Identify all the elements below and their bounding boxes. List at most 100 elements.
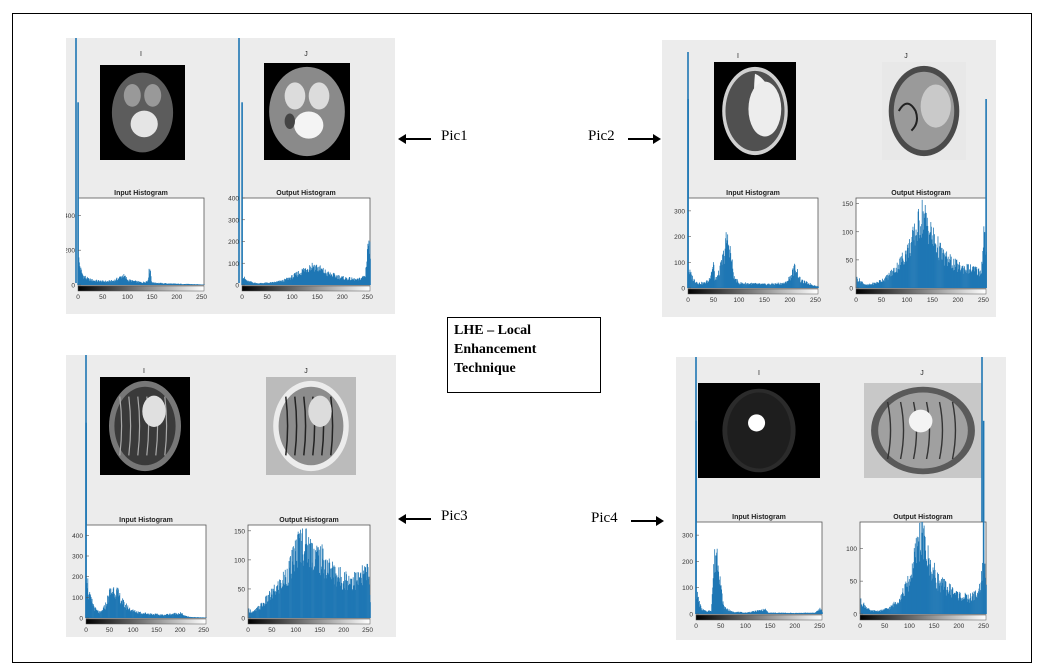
pic2-input-bar	[698, 284, 699, 288]
pic4-input-bar	[705, 610, 707, 614]
pic3-input-bar	[89, 596, 91, 618]
pic4-input-bar	[791, 613, 793, 614]
pic3-output-bar	[268, 600, 270, 618]
pic2-output-bar	[882, 278, 883, 288]
pic2-input-bar	[740, 284, 741, 288]
pic1-input-bar	[121, 276, 123, 285]
pic2-output-bar	[953, 258, 955, 288]
pic3-input-bar	[181, 613, 183, 618]
pic1-input-bar	[122, 277, 124, 285]
pic3-output-bar	[312, 543, 313, 618]
pic2-input-plot-area	[687, 197, 819, 289]
pic2-input-bar	[718, 270, 719, 288]
pic2-output-bar	[976, 267, 978, 288]
pic2-input-bar	[719, 276, 720, 288]
pic4-output-bar	[909, 575, 911, 614]
pic2-input-bar	[730, 261, 732, 288]
pic4-output-bar	[878, 610, 880, 614]
pic4-input-bar	[803, 613, 805, 614]
pic1-input-bar	[124, 276, 126, 285]
pic1-output-bar	[289, 278, 290, 285]
pic1-output-bar	[265, 283, 266, 285]
pic3-input-bar	[123, 601, 125, 618]
pic2-input-bar	[725, 238, 727, 288]
pic4-output-bar	[956, 591, 958, 614]
pic1-input-bar	[125, 278, 127, 285]
pic4-input-bar	[699, 606, 701, 614]
pic3-output-bar	[370, 602, 371, 618]
pic1-input-bar	[107, 281, 109, 285]
pic2-input-bar	[813, 285, 815, 288]
pic1-input-bar	[137, 282, 139, 285]
pic4-input-bar	[736, 612, 737, 614]
pic1-input-bar	[122, 277, 124, 285]
pic3-input-bar	[150, 613, 151, 618]
pic3-output-bar	[346, 580, 348, 618]
pic3-output-bar	[358, 572, 359, 618]
pic4-input-bar	[739, 611, 741, 614]
pic3-input-bar	[102, 609, 103, 618]
pic2-input-bar	[786, 281, 788, 288]
pic2-input-bar	[704, 283, 706, 288]
pic4-output-bar	[932, 567, 934, 614]
pic3-output-bar	[339, 581, 341, 618]
pic3-output-bar	[285, 577, 287, 618]
pic1-output-bar	[290, 277, 292, 285]
pic4-input-bar	[749, 611, 751, 614]
pic1-output-bar	[340, 277, 342, 285]
pic4-output-bar	[862, 603, 864, 614]
pic1-output-bar	[257, 283, 258, 285]
pic4-input-bar	[705, 611, 707, 614]
pic3-output-bar	[357, 572, 359, 618]
pic4-input-ytick-label: 300	[682, 533, 693, 540]
pic4-output-bar	[972, 592, 973, 614]
pic2-input-bar	[735, 282, 737, 288]
pic1-input-bar	[176, 283, 178, 285]
pic2-label: Pic2	[588, 128, 615, 144]
pic4-output-bar	[980, 590, 981, 614]
pic3-output-bar	[347, 585, 349, 618]
pic2-output-bar	[914, 223, 915, 288]
pic2-input-bar	[761, 284, 763, 288]
pic2-output-bar	[897, 269, 899, 288]
pic4-input-bar	[727, 610, 729, 614]
pic4-input-bar	[796, 612, 798, 614]
pic2-output-bar	[943, 249, 944, 288]
pic2-output-bar	[902, 258, 904, 288]
pic2-input-bar	[742, 283, 743, 288]
pic4-input-bar	[740, 611, 742, 614]
pic3-input-bar	[178, 613, 180, 618]
pic2-input-bar	[764, 283, 766, 288]
pic1-output-bar	[336, 277, 338, 285]
pic3-output-bar	[258, 609, 260, 618]
pic3-input-bar	[120, 601, 122, 618]
pic3-output-bar	[361, 565, 363, 618]
pic2-output-bar	[890, 270, 891, 288]
pic4-output-bar	[944, 578, 945, 614]
pic4-output-bar	[879, 610, 881, 614]
pic2-output-bar	[892, 270, 894, 288]
panel-pic1-output-image	[264, 63, 350, 160]
pic2-output-bar	[883, 280, 884, 288]
pic3-input-xtick-label: 200	[175, 627, 186, 634]
pic4-input-bar	[742, 612, 744, 614]
pic2-input-bar	[789, 280, 791, 288]
pic4-input-bar	[700, 610, 702, 614]
pic4-output-bar	[871, 610, 873, 614]
pic4-output-bar	[936, 588, 937, 614]
pic1-output-bar	[301, 272, 303, 285]
pic4-output-bar	[890, 605, 892, 614]
pic3-input-bar	[105, 602, 107, 618]
pic3-output-bar	[323, 560, 325, 618]
pic2-output-bar	[955, 266, 957, 288]
pic2-output-bar	[860, 281, 862, 288]
pic4-input-bar	[805, 612, 807, 614]
pic3-output-bar	[346, 574, 347, 618]
pic1-output-bar	[321, 270, 323, 285]
pic4-input-bar	[764, 609, 765, 614]
pic4-output-bar	[973, 591, 975, 614]
pic1-output-bar	[340, 277, 342, 285]
pic1-output-bar	[354, 279, 356, 285]
